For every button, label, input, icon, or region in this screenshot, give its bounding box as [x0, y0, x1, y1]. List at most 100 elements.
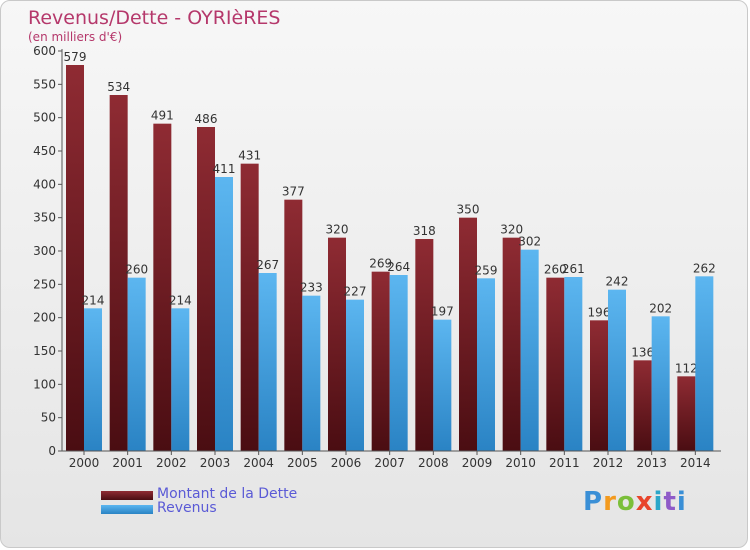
data-label-revenus: 214 — [82, 293, 105, 307]
bar-dette — [153, 123, 172, 452]
data-label-revenus: 214 — [169, 293, 192, 307]
y-tick-label: 300 — [33, 244, 56, 258]
bar-dette — [197, 127, 215, 451]
data-label-revenus: 242 — [606, 275, 629, 289]
bar-revenus — [258, 273, 277, 451]
data-label-dette: 579 — [64, 50, 87, 64]
data-label-dette: 260 — [544, 263, 567, 277]
legend-label-revenus: Revenus — [157, 500, 217, 516]
bar-dette — [284, 199, 303, 451]
y-tick-label: 550 — [33, 77, 56, 91]
x-tick-label: 2005 — [287, 456, 318, 470]
y-tick-label: 350 — [33, 211, 56, 225]
bar-revenus — [477, 278, 495, 451]
x-tick-label: 2014 — [680, 456, 711, 470]
x-tick-label: 2003 — [200, 456, 231, 470]
bar-revenus — [389, 275, 408, 451]
data-label-revenus: 202 — [649, 301, 672, 315]
bar-dette — [371, 271, 390, 451]
bar-dette — [633, 360, 652, 451]
chart-title: Revenus/Dette - OYRIèRES — [28, 7, 281, 29]
data-label-dette: 431 — [238, 149, 261, 163]
bar-dette — [677, 376, 696, 451]
x-tick-label: 2008 — [418, 456, 449, 470]
bar-revenus — [564, 277, 583, 451]
y-tick-label: 400 — [33, 177, 56, 191]
data-label-dette: 350 — [457, 203, 480, 217]
bar-revenus — [127, 277, 146, 451]
data-label-revenus: 411 — [213, 162, 236, 176]
x-tick-label: 2010 — [505, 456, 536, 470]
chart-subtitle: (en milliers d'€) — [28, 30, 123, 44]
data-label-revenus: 197 — [431, 305, 454, 319]
x-tick-label: 2001 — [112, 456, 143, 470]
bar-revenus — [346, 299, 364, 451]
legend-label-dette: Montant de la Dette — [157, 486, 298, 502]
bar-revenus — [695, 276, 714, 451]
data-label-dette: 491 — [151, 109, 174, 123]
bar-revenus — [433, 319, 452, 451]
bar-revenus — [84, 308, 102, 451]
y-tick-label: 200 — [33, 311, 56, 325]
data-label-dette: 377 — [282, 185, 305, 199]
x-tick-label: 2004 — [243, 456, 274, 470]
x-tick-label: 2013 — [636, 456, 667, 470]
data-label-revenus: 264 — [387, 260, 410, 274]
x-tick-label: 2002 — [156, 456, 187, 470]
y-axis: 0 50 100 150 200 250 300 350 400 450 500 550 600 — [33, 44, 63, 458]
data-label-dette: 320 — [500, 223, 523, 237]
legend-swatch-revenus — [101, 505, 153, 514]
x-tick-label: 2011 — [549, 456, 580, 470]
x-tick-label: 2000 — [69, 456, 100, 470]
bar-dette — [240, 163, 259, 451]
x-tick-label: 2006 — [331, 456, 362, 470]
x-tick-label: 2012 — [593, 456, 624, 470]
data-label-revenus: 233 — [300, 281, 323, 295]
data-label-revenus: 261 — [562, 262, 585, 276]
y-tick-label: 600 — [33, 44, 56, 58]
brand-logo: Proxiti — [583, 487, 687, 517]
bar-revenus — [651, 316, 670, 451]
data-label-revenus: 262 — [693, 261, 716, 275]
x-tick-label: 2007 — [374, 456, 405, 470]
bar-revenus — [608, 289, 626, 451]
data-label-revenus: 260 — [125, 263, 148, 277]
bar-dette — [415, 239, 434, 451]
data-label-dette: 136 — [631, 345, 654, 359]
x-tick-label: 2009 — [462, 456, 493, 470]
data-label-dette: 318 — [413, 224, 436, 238]
bar-revenus — [302, 295, 321, 451]
y-tick-label: 450 — [33, 144, 56, 158]
y-tick-label: 500 — [33, 111, 56, 125]
bar-dette — [109, 95, 128, 451]
y-tick-label: 50 — [41, 411, 56, 425]
data-label-dette: 320 — [326, 223, 349, 237]
bar-revenus — [171, 308, 190, 451]
bar-dette — [328, 237, 346, 451]
data-label-revenus: 259 — [475, 263, 498, 277]
data-label-dette: 486 — [195, 112, 218, 126]
bar-dette — [459, 217, 477, 451]
data-label-revenus: 227 — [344, 285, 367, 299]
data-label-dette: 269 — [369, 257, 392, 271]
bar-dette — [590, 320, 608, 451]
data-label-dette: 112 — [675, 361, 698, 375]
bar-revenus — [215, 177, 233, 451]
data-label-revenus: 267 — [256, 258, 279, 272]
bar-dette — [546, 277, 565, 451]
y-tick-label: 250 — [33, 277, 56, 291]
data-label-revenus: 302 — [518, 235, 541, 249]
bar-revenus — [520, 249, 539, 451]
y-tick-label: 100 — [33, 377, 56, 391]
data-label-dette: 534 — [107, 80, 130, 94]
y-tick-label: 150 — [33, 344, 56, 358]
bar-dette — [66, 65, 84, 451]
legend-swatch-dette — [101, 491, 153, 500]
data-label-dette: 196 — [588, 305, 611, 319]
y-tick-label: 0 — [48, 444, 56, 458]
x-axis: 2000 2001 2002 2003 2004 2005 2006 2007 2008 2009… — [62, 450, 721, 470]
bar-dette — [502, 237, 521, 451]
